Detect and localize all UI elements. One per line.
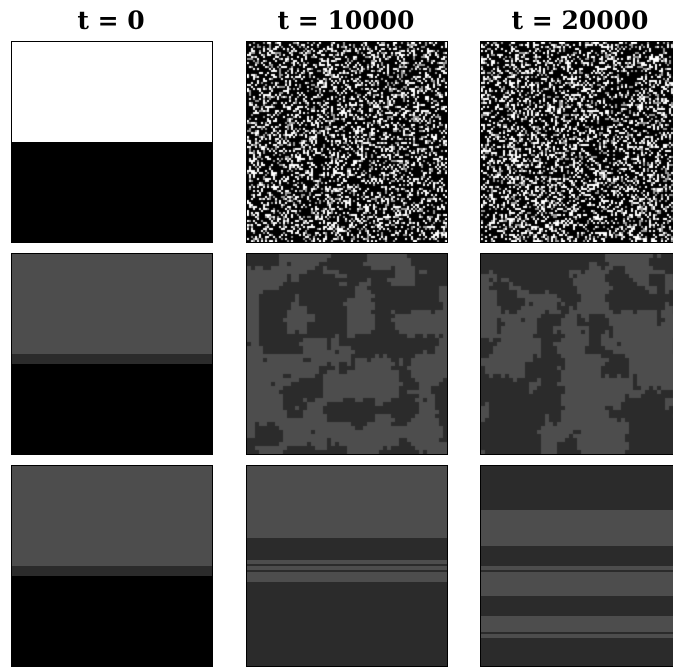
panel-band [247, 570, 447, 573]
panel-band [481, 616, 673, 633]
cluster-texture [481, 254, 673, 454]
panel-band [481, 566, 673, 571]
panel-band [247, 564, 447, 567]
panel-band [12, 42, 212, 143]
panel-band [247, 560, 447, 565]
cluster-texture [247, 254, 447, 454]
panel-band [247, 572, 447, 583]
panel-band [481, 466, 673, 511]
panel-band [481, 638, 673, 666]
panel-band [481, 570, 673, 573]
column-title-t20000: t = 20000 [511, 6, 649, 35]
panel-row2-t20000 [480, 253, 673, 455]
panel-band [12, 254, 212, 355]
column-title-t10000: t = 10000 [277, 6, 415, 35]
panel-band [12, 466, 212, 567]
noise-texture [247, 42, 447, 242]
panel-band [481, 572, 673, 597]
panel-band [247, 582, 447, 666]
panel-band [481, 596, 673, 617]
panel-row2-t0 [11, 253, 213, 455]
panel-band [481, 546, 673, 567]
panel-band [12, 142, 212, 242]
panel-band [12, 364, 212, 454]
panel-band [12, 566, 212, 577]
panel-band [481, 634, 673, 639]
panel-band [247, 566, 447, 571]
column-title-t0: t = 0 [77, 6, 145, 35]
panel-band [481, 510, 673, 547]
noise-texture [481, 42, 673, 242]
panel-row1-t10000 [246, 41, 448, 243]
panel-row2-t10000 [246, 253, 448, 455]
panel-row3-t20000 [480, 465, 673, 667]
panel-band [481, 632, 673, 635]
panel-row1-t20000 [480, 41, 673, 243]
panel-row3-t0 [11, 465, 213, 667]
panel-band [247, 466, 447, 539]
panel-band [12, 354, 212, 365]
panel-row1-t0 [11, 41, 213, 243]
panel-band [12, 576, 212, 666]
panel-row3-t10000 [246, 465, 448, 667]
panel-band [247, 538, 447, 561]
